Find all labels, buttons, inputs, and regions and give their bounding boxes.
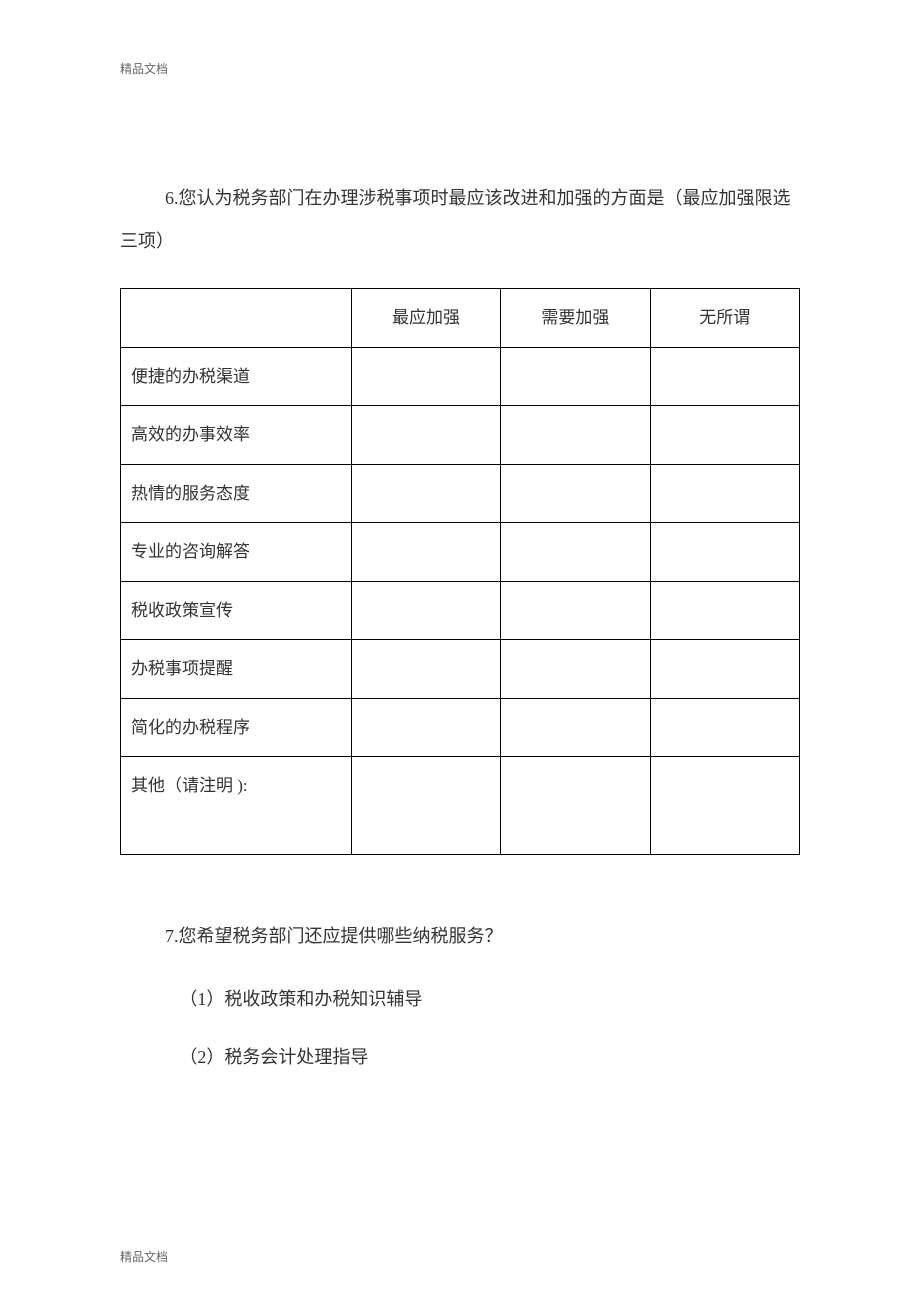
- table-row: 便捷的办税渠道: [121, 347, 800, 406]
- table-header-empty: [121, 289, 352, 348]
- table-row-label: 其他（请注明 ):: [121, 757, 352, 855]
- table-row-label: 高效的办事效率: [121, 406, 352, 465]
- table-cell: [650, 347, 799, 406]
- table-row: 办税事项提醒: [121, 640, 800, 699]
- table-row: 简化的办税程序: [121, 698, 800, 757]
- table-cell: [650, 698, 799, 757]
- table-cell: [351, 347, 500, 406]
- table-cell: [650, 523, 799, 582]
- table-header-col2: 最应加强: [351, 289, 500, 348]
- table-cell: [650, 757, 799, 855]
- question-6-text: 6.您认为税务部门在办理涉税事项时最应该改进和加强的方面是（最应加强限选三项）: [120, 177, 800, 263]
- table-cell: [501, 347, 650, 406]
- table-cell: [351, 640, 500, 699]
- footer-label: 精品文档: [120, 1248, 168, 1265]
- table-cell: [650, 640, 799, 699]
- table-cell: [351, 464, 500, 523]
- document-page: 精品文档 6.您认为税务部门在办理涉税事项时最应该改进和加强的方面是（最应加强限…: [0, 0, 920, 1303]
- table-header-col4: 无所谓: [650, 289, 799, 348]
- table-header-row: 最应加强 需要加强 无所谓: [121, 289, 800, 348]
- table-row-label: 税收政策宣传: [121, 581, 352, 640]
- table-cell: [501, 581, 650, 640]
- table-row-label: 办税事项提醒: [121, 640, 352, 699]
- table-cell: [650, 406, 799, 465]
- table-cell: [351, 698, 500, 757]
- table-row: 其他（请注明 ):: [121, 757, 800, 855]
- table-cell: [351, 581, 500, 640]
- table-cell: [501, 698, 650, 757]
- table-cell: [501, 757, 650, 855]
- table-row: 税收政策宣传: [121, 581, 800, 640]
- table-row: 专业的咨询解答: [121, 523, 800, 582]
- question-7-option: （1）税收政策和办税知识辅导: [120, 978, 800, 1021]
- table-cell: [650, 581, 799, 640]
- table-cell: [501, 640, 650, 699]
- table-row: 高效的办事效率: [121, 406, 800, 465]
- table-cell: [501, 406, 650, 465]
- table-cell: [501, 464, 650, 523]
- table-row-label: 热情的服务态度: [121, 464, 352, 523]
- table-cell: [351, 406, 500, 465]
- question-7-option: （2）税务会计处理指导: [120, 1036, 800, 1079]
- question-7-text: 7.您希望税务部门还应提供哪些纳税服务？: [120, 915, 800, 958]
- table-row-label: 简化的办税程序: [121, 698, 352, 757]
- table-cell: [351, 757, 500, 855]
- table-row-label: 便捷的办税渠道: [121, 347, 352, 406]
- table-header-col3: 需要加强: [501, 289, 650, 348]
- question-6-table: 最应加强 需要加强 无所谓 便捷的办税渠道 高效的办事效率 热情的服务态度: [120, 288, 800, 855]
- table-cell: [650, 464, 799, 523]
- table-cell: [351, 523, 500, 582]
- table-row: 热情的服务态度: [121, 464, 800, 523]
- table-cell: [501, 523, 650, 582]
- table-row-label: 专业的咨询解答: [121, 523, 352, 582]
- header-label: 精品文档: [120, 60, 800, 77]
